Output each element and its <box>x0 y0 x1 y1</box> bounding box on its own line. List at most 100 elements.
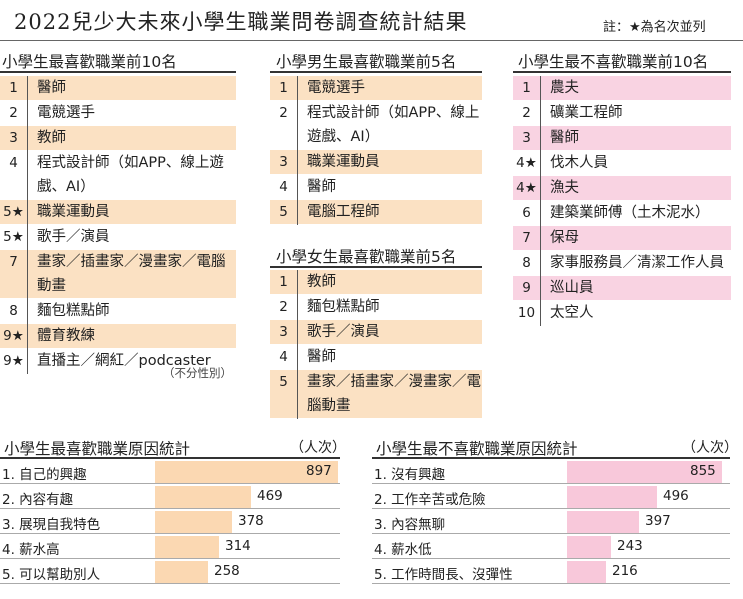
rank-row: 3 醫師 <box>513 125 731 151</box>
reason-label: 3. 展現自我特色 <box>2 517 101 533</box>
fav-all-title: 小學生最喜歡職業前10名 <box>2 53 177 71</box>
dislike-all-title: 小學生最不喜歡職業前10名 <box>518 53 709 71</box>
occupation-name: 麵包糕點師 <box>37 303 110 319</box>
rank-number: 1 <box>270 76 298 101</box>
occupation-name: 電競選手 <box>37 105 95 121</box>
occupation-name: 巡山員 <box>550 280 594 296</box>
occupation-name: 畫家／插畫家／漫畫家／電腦動畫 <box>37 254 226 294</box>
rank-row: 10 太空人 <box>513 300 731 326</box>
rank-row: 5★ 職業運動員 <box>0 199 236 225</box>
rank-row: 2 電競選手 <box>0 100 236 126</box>
reason-bar <box>155 561 208 583</box>
rank-number: 3 <box>513 125 541 151</box>
reason-value: 216 <box>612 563 638 579</box>
occupation-name: 程式設計師（如APP、線上遊戲、AI） <box>37 155 224 195</box>
dislike-reason-title: 小學生最不喜歡職業原因統計 <box>376 440 578 458</box>
rank-row: 8 家事服務員／清潔工作人員 <box>513 250 731 276</box>
reason-value: 397 <box>645 513 671 529</box>
rank-number: 4★ <box>513 150 541 176</box>
occupation-name: 電腦工程師 <box>307 204 380 220</box>
fav-boys-table: 1 電競選手 2 程式設計師（如APP、線上遊戲、AI） 3 職業運動員 4 醫師 5 電腦工程師 <box>270 76 482 225</box>
like-reason-title: 小學生最喜歡職業原因統計 <box>4 440 191 458</box>
reason-bar <box>567 561 606 583</box>
like-reason-chart: 1. 自己的興趣 897 2. 內容有趣 469 3. 展現自我特色 378 4. 薪水高 3… <box>0 460 340 585</box>
reason-row: 2. 工作辛苦或危險 496 <box>372 485 730 509</box>
reason-label: 2. 工作辛苦或危險 <box>374 492 486 508</box>
rank-number: 10 <box>513 300 541 326</box>
occupation-name: 醫師 <box>37 80 66 96</box>
like-reason-rule <box>0 457 340 459</box>
reason-row: 3. 內容無聊 397 <box>372 510 730 534</box>
rank-number: 5 <box>270 369 298 419</box>
fav-boys-title: 小學男生最喜歡職業前5名 <box>276 53 457 71</box>
rank-number: 3 <box>0 125 28 151</box>
occupation-name: 教師 <box>37 130 66 146</box>
occupation-name: 體育教練 <box>37 328 95 344</box>
reason-row: 1. 自己的興趣 897 <box>0 460 340 484</box>
reason-divider <box>0 558 340 559</box>
reason-divider <box>0 583 340 584</box>
reason-label: 5. 可以幫助別人 <box>2 567 101 583</box>
reason-label: 4. 薪水低 <box>374 542 432 558</box>
rank-row: 5 畫家／插畫家／漫畫家／電腦動畫 <box>270 369 482 419</box>
reason-value: 469 <box>257 488 283 504</box>
reason-label: 5. 工作時間長、沒彈性 <box>374 567 513 583</box>
occupation-name: 醫師 <box>307 179 336 195</box>
reason-divider <box>372 508 730 509</box>
reason-divider <box>372 533 730 534</box>
occupation-name: 建築業師傅（土木泥水） <box>550 205 710 221</box>
reason-bar <box>567 461 722 483</box>
reason-row: 1. 沒有興趣 855 <box>372 460 730 484</box>
rank-row: 3 歌手／演員 <box>270 319 482 345</box>
occupation-name: 畫家／插畫家／漫畫家／電腦動畫 <box>307 374 481 414</box>
note-text: 註：★為名次並列 <box>603 20 706 35</box>
rank-number: 6 <box>513 200 541 226</box>
occupation-name: 程式設計師（如APP、線上遊戲、AI） <box>307 105 480 145</box>
rank-number: 5★ <box>0 199 28 225</box>
fav-all-footnote: （不分性別） <box>163 366 232 380</box>
title-divider <box>0 40 743 41</box>
reason-row: 4. 薪水高 314 <box>0 535 340 559</box>
rank-row: 7 畫家／插畫家／漫畫家／電腦動畫 <box>0 249 236 299</box>
occupation-name: 醫師 <box>307 349 336 365</box>
fav-all-table: 1 醫師 2 電競選手 3 教師 4 程式設計師（如APP、線上遊戲、AI） 5★ 職業運動員 5★… <box>0 76 236 374</box>
reason-bar <box>567 511 639 533</box>
rank-row: 9 巡山員 <box>513 275 731 301</box>
occupation-name: 太空人 <box>550 305 594 321</box>
rank-number: 4 <box>270 344 298 370</box>
rank-number: 1 <box>513 76 541 101</box>
reason-value: 855 <box>690 463 716 479</box>
rank-number: 9★ <box>0 323 28 349</box>
rank-number: 3 <box>270 149 298 175</box>
reason-bar <box>155 536 219 558</box>
reason-value: 243 <box>617 538 643 554</box>
reason-bar <box>155 461 338 483</box>
occupation-name: 職業運動員 <box>37 204 110 220</box>
reason-row: 3. 展現自我特色 378 <box>0 510 340 534</box>
reason-value: 258 <box>214 563 240 579</box>
reason-bar <box>155 511 232 533</box>
fav-all-rule <box>0 71 236 73</box>
reason-value: 496 <box>663 488 689 504</box>
rank-number: 7 <box>513 225 541 251</box>
reason-label: 1. 沒有興趣 <box>374 467 446 483</box>
occupation-name: 歌手／演員 <box>307 324 380 340</box>
rank-row: 1 醫師 <box>0 76 236 101</box>
dislike-reason-unit: （人次） <box>682 440 738 456</box>
reason-bar <box>567 536 611 558</box>
reason-label: 4. 薪水高 <box>2 542 60 558</box>
rank-row: 6 建築業師傅（土木泥水） <box>513 200 731 226</box>
rank-number: 3 <box>270 319 298 345</box>
occupation-name: 電競選手 <box>307 80 365 96</box>
rank-number: 1 <box>270 270 298 295</box>
reason-row: 4. 薪水低 243 <box>372 535 730 559</box>
rank-number: 4★ <box>513 175 541 201</box>
reason-divider <box>372 583 730 584</box>
rank-number: 2 <box>513 100 541 126</box>
rank-row: 3 教師 <box>0 125 236 151</box>
occupation-name: 保母 <box>550 230 579 246</box>
reason-divider <box>0 483 340 484</box>
rank-number: 2 <box>270 100 298 150</box>
reason-label: 2. 內容有趣 <box>2 492 74 508</box>
rank-row: 2 程式設計師（如APP、線上遊戲、AI） <box>270 100 482 150</box>
